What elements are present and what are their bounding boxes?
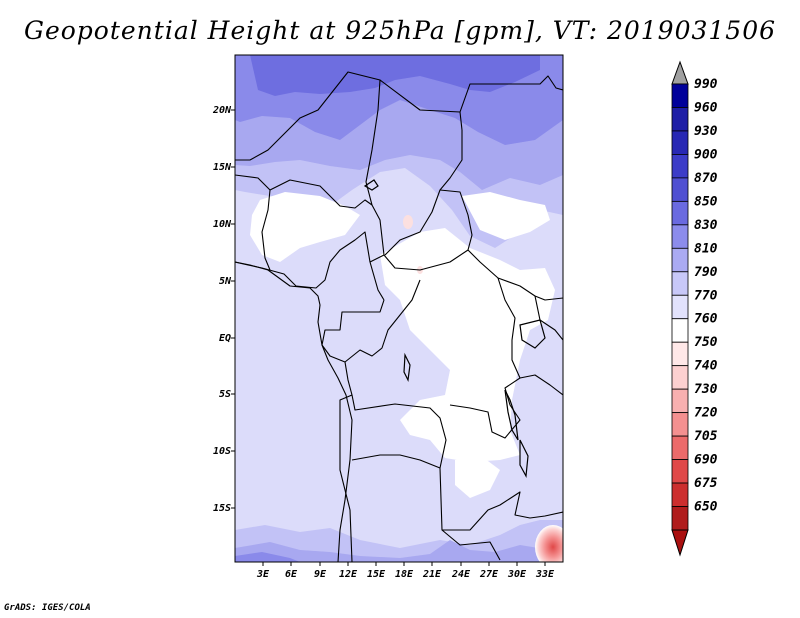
colorbar-label-870: 870: [694, 171, 718, 186]
lon-label-6E: 6E: [285, 569, 298, 580]
colorbar-label-705: 705: [694, 429, 718, 444]
lon-label-33E: 33E: [535, 569, 555, 580]
colorbar-box-760: [671, 318, 689, 343]
colorbar: 990 960 930 900 870 850 830 810 790 770 760 750 740 7…: [671, 60, 718, 557]
colorbar-box-960: [671, 107, 689, 132]
colorbar-label-750: 750: [694, 335, 718, 350]
field-850-north: [250, 55, 540, 96]
lat-label-10N: 10N: [213, 219, 232, 230]
colorbar-top-arrow: [671, 60, 689, 85]
colorbar-label-770: 770: [694, 288, 718, 303]
colorbar-label-690: 690: [694, 453, 718, 468]
colorbar-label-930: 930: [694, 124, 718, 139]
colorbar-box-675: [671, 482, 689, 507]
colorbar-box-705: [671, 435, 689, 460]
coastline: [235, 261, 353, 562]
lat-axis: 20N 15N 10N 5N EQ 5S 10S 15S: [212, 105, 232, 514]
colorbar-label-960: 960: [694, 100, 718, 115]
lon-label-30E: 30E: [507, 569, 527, 580]
country-borders: [235, 71, 563, 562]
colorbar-label-720: 720: [694, 406, 718, 421]
colorbar-box-990: [671, 83, 689, 108]
field-760-south: [455, 455, 500, 498]
colorbar-box-930: [671, 130, 689, 155]
field-760-nigeria: [250, 192, 360, 262]
lon-label-9E: 9E: [314, 569, 327, 580]
lakes: [363, 179, 546, 478]
lat-label-15N: 15N: [213, 162, 232, 173]
lon-label-24E: 24E: [451, 569, 471, 580]
lon-label-12E: 12E: [339, 569, 358, 580]
field-760-sahel: [462, 192, 550, 240]
lat-label-10S: 10S: [213, 446, 231, 457]
lon-label-27E: 27E: [479, 569, 499, 580]
lat-label-5S: 5S: [219, 389, 231, 400]
map-frame: [234, 54, 564, 563]
lon-label-15E: 15E: [367, 569, 386, 580]
field-750-spot: [403, 215, 413, 229]
colorbar-box-770: [671, 294, 689, 320]
colorbar-label-790: 790: [694, 265, 718, 280]
lon-label-18E: 18E: [395, 569, 414, 580]
colorbar-label-990: 990: [694, 77, 718, 92]
colorbar-label-830: 830: [694, 218, 718, 233]
colorbar-box-690: [671, 459, 689, 484]
colorbar-box-730: [671, 388, 689, 414]
colorbar-label-760: 760: [694, 312, 718, 327]
lat-label-EQ: EQ: [219, 333, 231, 344]
field-low-southeast: [535, 525, 563, 562]
colorbar-box-740: [671, 365, 689, 390]
colorbar-boxes: [671, 83, 689, 531]
colorbar-label-850: 850: [694, 194, 718, 209]
map-panel: [235, 55, 563, 562]
colorbar-box-850: [671, 200, 689, 226]
colorbar-labels: 990 960 930 900 870 850 830 810 790 770 760 750 740 7…: [694, 77, 718, 515]
colorbar-box-750: [671, 341, 689, 367]
colorbar-box-790: [671, 271, 689, 296]
colorbar-box-810: [671, 247, 689, 273]
colorbar-box-720: [671, 412, 689, 437]
colorbar-box-830: [671, 224, 689, 249]
colorbar-label-650: 650: [694, 500, 718, 515]
map-title: Geopotential Height at 925hPa [gpm], VT:…: [23, 16, 777, 45]
field-830-southwest: [235, 552, 300, 562]
axis-tick-marks: [231, 109, 546, 566]
colorbar-box-900: [671, 154, 689, 179]
colorbar-box-650: [671, 506, 689, 531]
grads-credit: GrADS: IGES/COLA: [4, 603, 91, 613]
lon-label-21E: 21E: [422, 569, 442, 580]
colorbar-label-675: 675: [694, 476, 718, 491]
colorbar-label-730: 730: [694, 382, 718, 397]
lat-label-15S: 15S: [213, 503, 231, 514]
field-810-south: [235, 540, 563, 562]
colorbar-label-900: 900: [694, 147, 718, 162]
colorbar-bottom-arrow: [671, 529, 689, 557]
lat-label-20N: 20N: [212, 105, 232, 116]
colorbar-label-810: 810: [694, 241, 718, 256]
colorbar-label-740: 740: [694, 359, 718, 374]
lon-axis: 3E 6E 9E 12E 15E 18E 21E 24E 27E 30E 33E: [256, 569, 555, 580]
lat-label-5N: 5N: [219, 276, 232, 287]
colorbar-box-870: [671, 177, 689, 202]
lon-label-3E: 3E: [256, 569, 270, 580]
